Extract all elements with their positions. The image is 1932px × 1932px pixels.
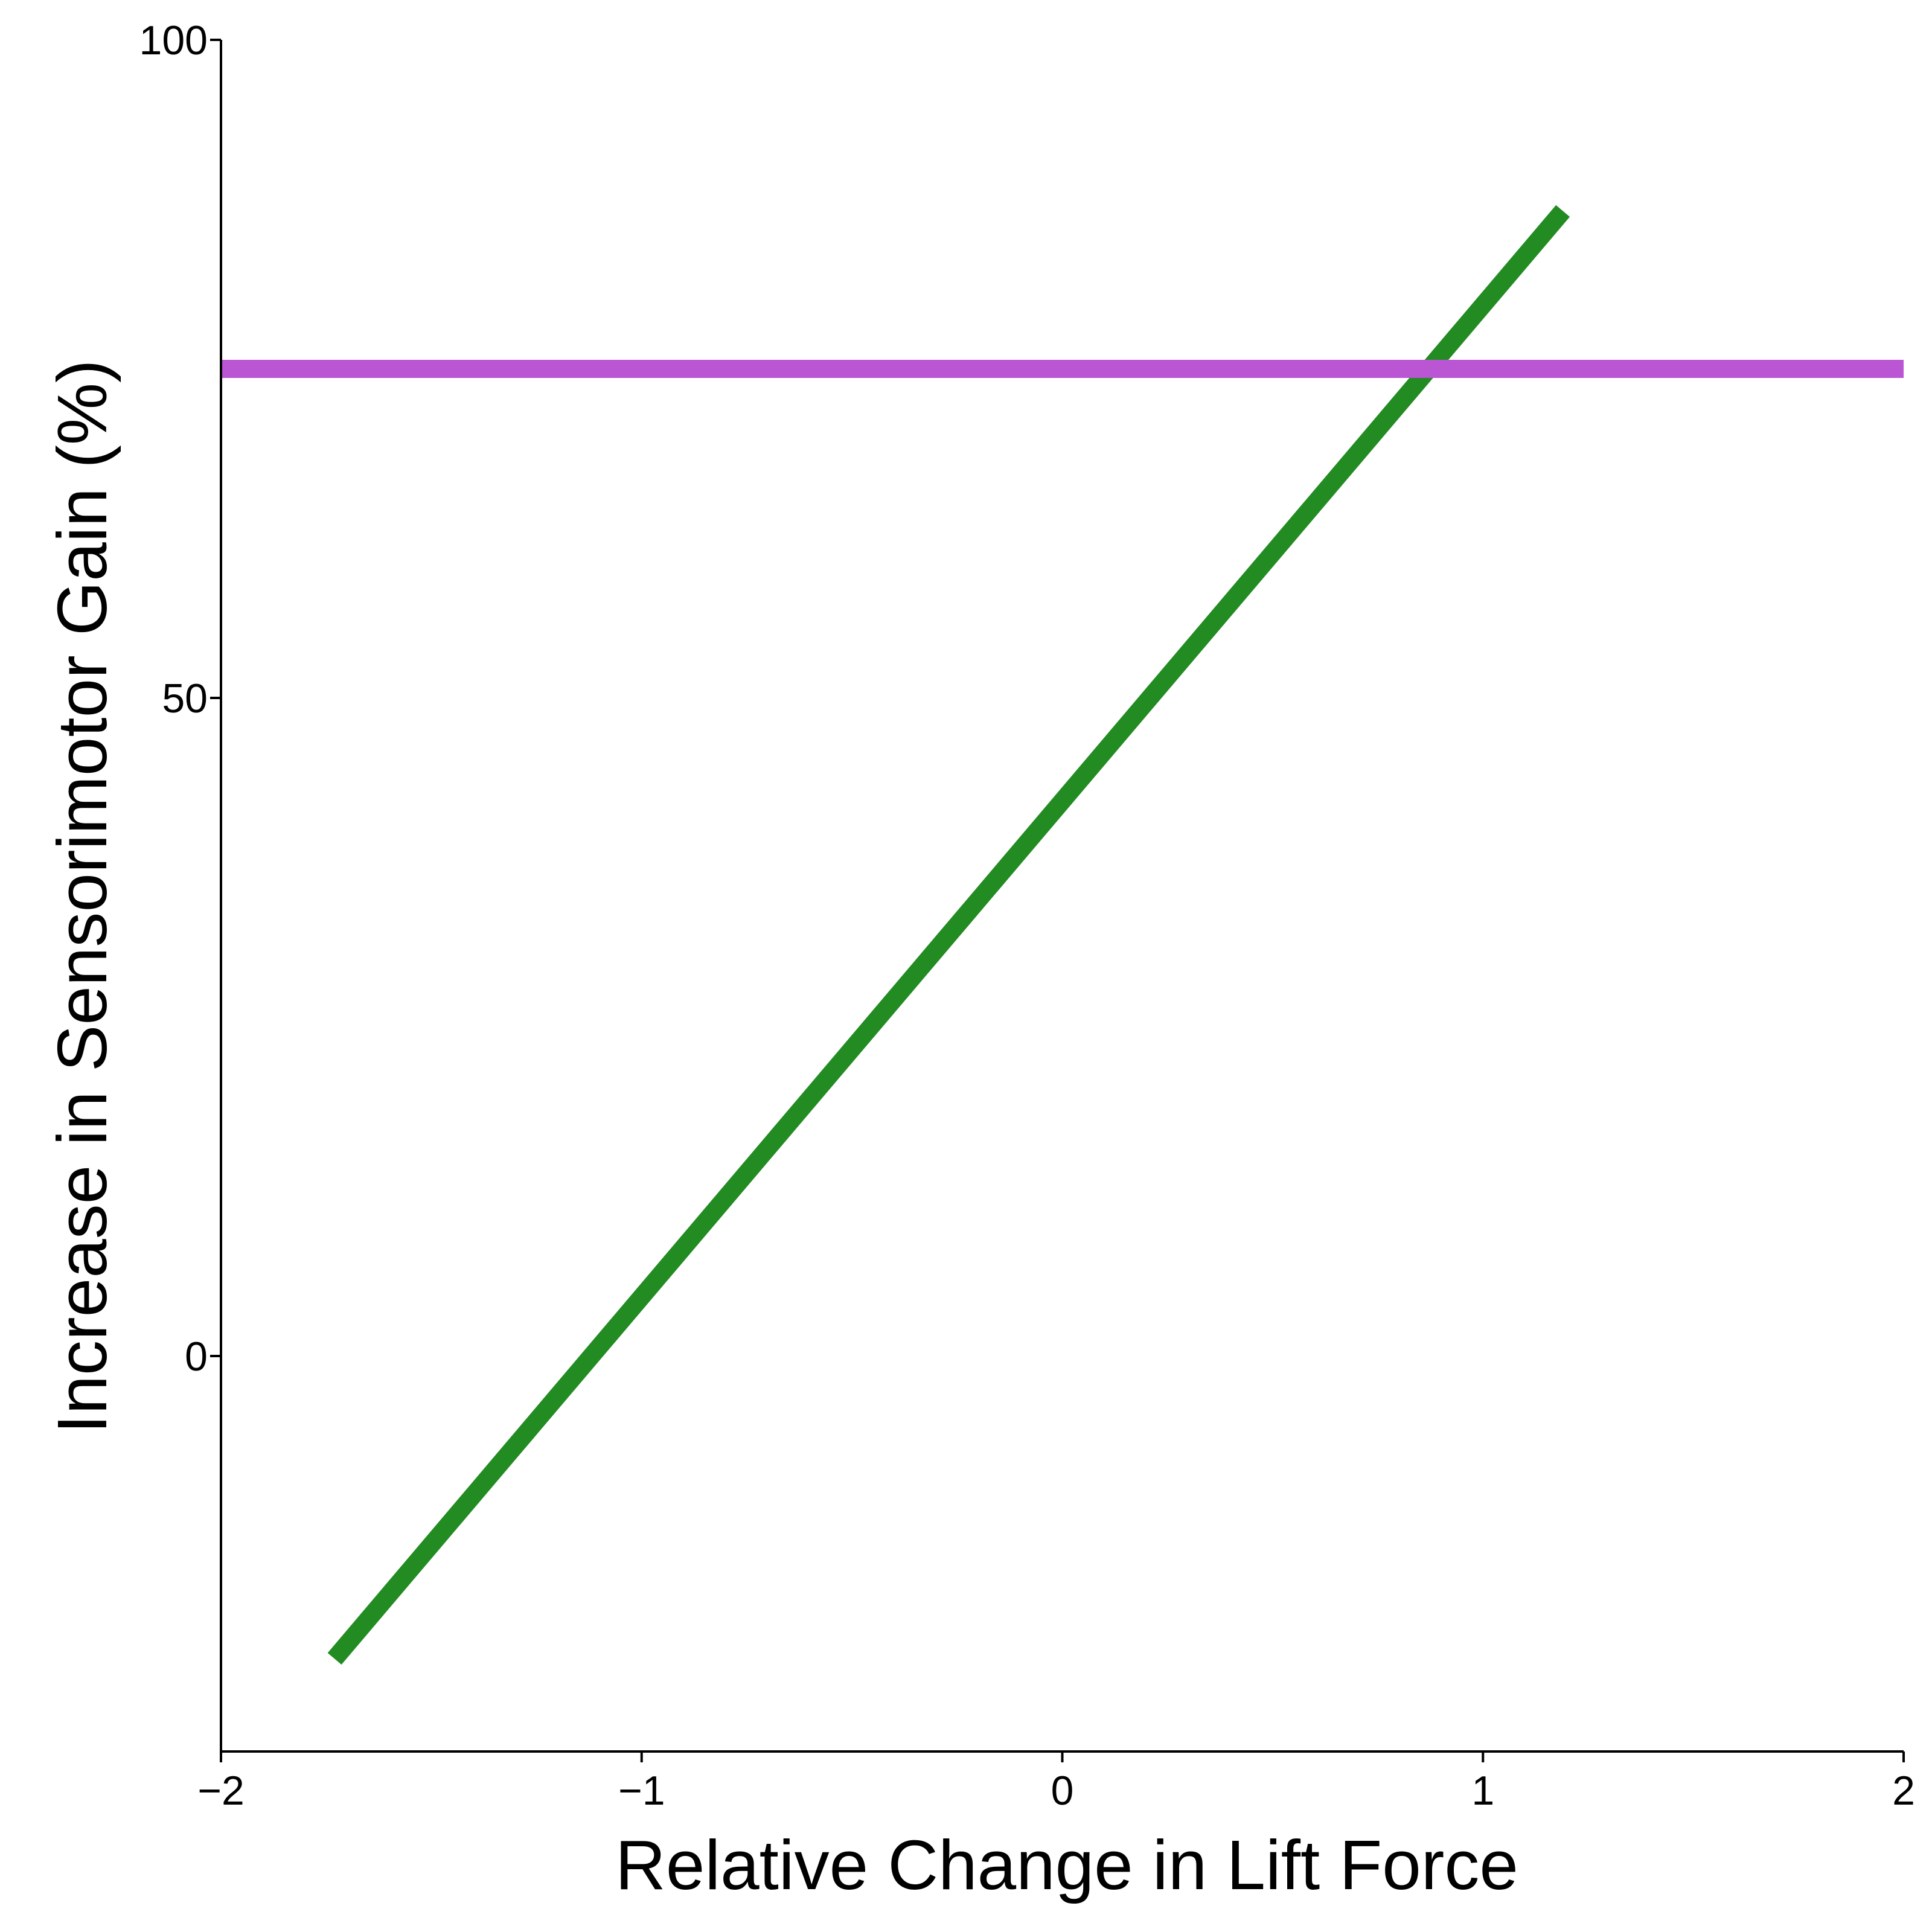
x-axis-title: Relative Change in Lift Force [615,1826,1518,1904]
series-layer [221,205,1904,1665]
x-tick-label: 0 [1051,1768,1074,1814]
x-tick-label: 2 [1892,1768,1915,1814]
y-tick-label: 50 [162,676,208,721]
x-tick-label: −2 [197,1768,245,1814]
x-tick-label: 1 [1471,1768,1494,1814]
y-tick-label: 100 [139,18,208,63]
series-line-1 [327,205,1570,1665]
x-tick-label: −1 [618,1768,665,1814]
ticks-layer: −2 −1 0 1 2 0 50 100 [139,18,1915,1814]
y-tick-label: 0 [185,1334,208,1380]
y-axis-title: Increase in Sensorimotor Gain (%) [43,359,121,1433]
